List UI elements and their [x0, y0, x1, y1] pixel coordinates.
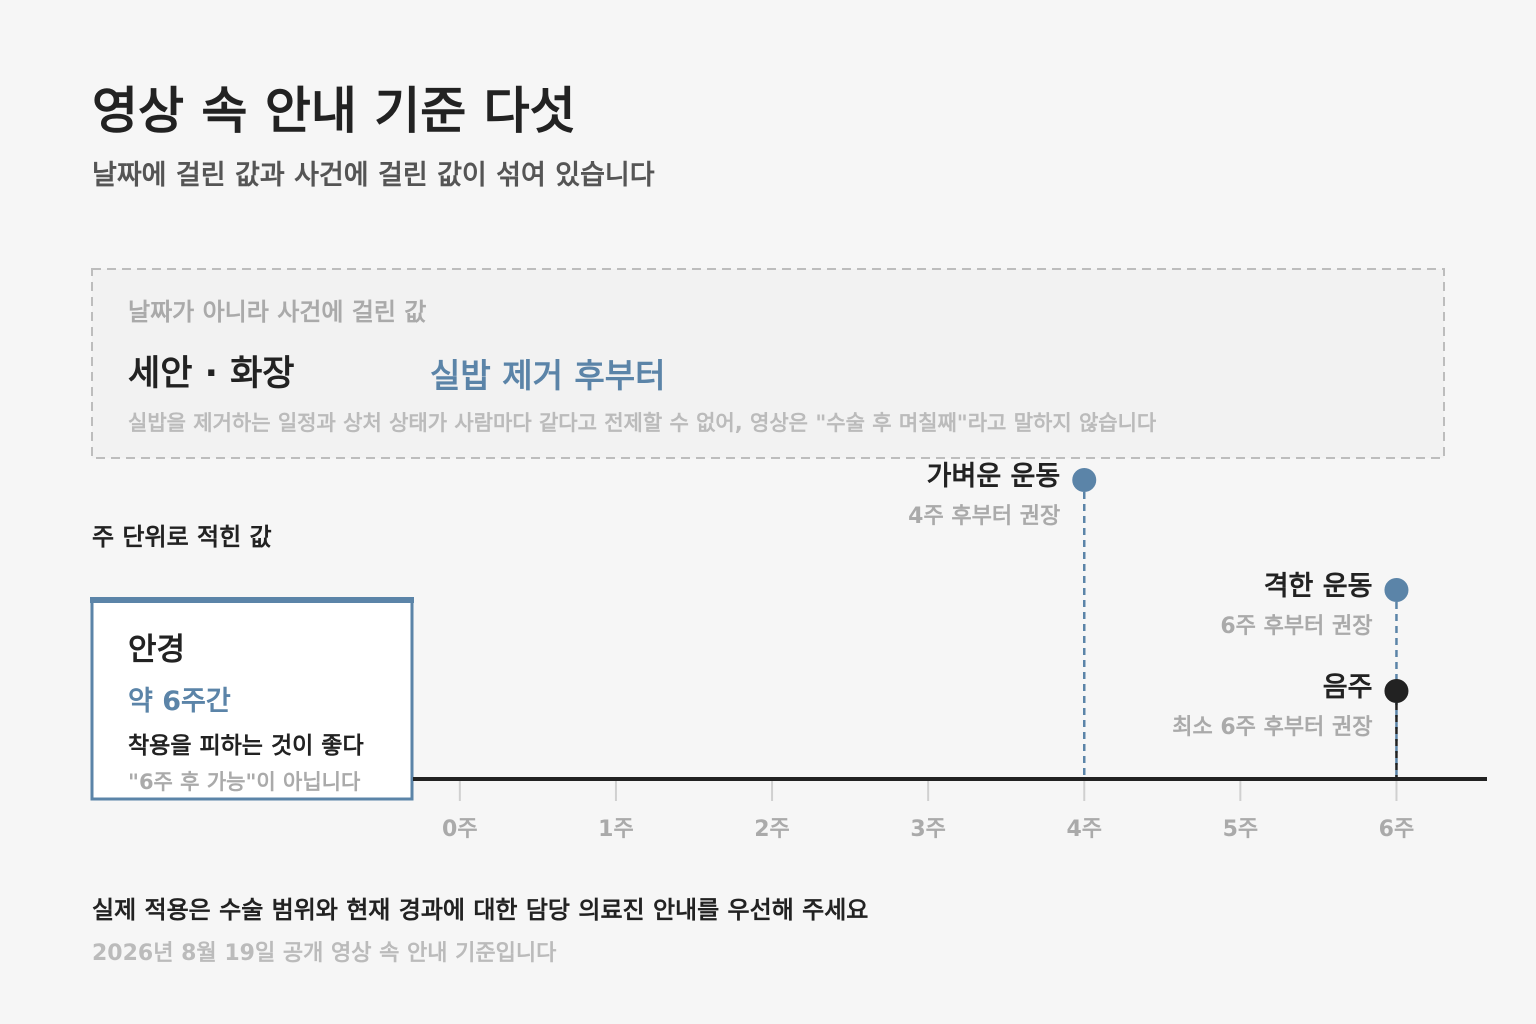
event-note: 최소 6주 후부터 권장: [1172, 715, 1372, 740]
x-tick-label: 5주: [1223, 817, 1259, 842]
x-tick-label: 1주: [598, 817, 634, 842]
event-box-item: 세안 · 화장: [128, 354, 294, 394]
card-item: 안경: [128, 632, 185, 668]
card: [90, 598, 414, 801]
event-box-value: 실밥 제거 후부터: [430, 356, 666, 395]
x-tick-label: 3주: [910, 817, 946, 842]
card-value: 약 6주간: [128, 686, 231, 717]
event-name: 가벼운 운동: [927, 461, 1061, 492]
x-tick-label: 0주: [442, 817, 478, 842]
event-dot: [1384, 578, 1409, 602]
event-box-note: 실밥을 제거하는 일정과 상처 상태가 사람마다 같다고 전제할 수 없어, 영…: [128, 411, 1157, 435]
subtitle: 날짜에 걸린 값과 사건에 걸린 값이 섞여 있습니다: [92, 160, 655, 191]
x-tick-label: 2주: [754, 817, 790, 842]
event-note: 4주 후부터 권장: [908, 504, 1060, 529]
x-tick-label: 4주: [1066, 817, 1102, 842]
footer: 실제 적용은 수술 범위와 현재 경과에 대한 담당 의료진 안내를 우선해 주…: [92, 896, 868, 924]
event-note: 6주 후부터 권장: [1220, 614, 1372, 639]
card-note: "6주 후 가능"이 아닙니다: [128, 770, 361, 794]
title: 영상 속 안내 기준 다섯: [92, 82, 576, 140]
x-tick-label: 6주: [1379, 817, 1415, 842]
card-text: 착용을 피하는 것이 좋다: [128, 733, 364, 759]
event-box: [91, 268, 1445, 459]
event-dot: [1384, 679, 1409, 703]
source: 2026년 8월 19일 공개 영상 속 안내 기준입니다: [92, 941, 557, 966]
event-box-label: 날짜가 아니라 사건에 걸린 값: [128, 298, 426, 326]
event-name: 음주: [1323, 672, 1373, 703]
section-label: 주 단위로 적힌 값: [92, 523, 272, 551]
event-name: 격한 운동: [1264, 571, 1373, 602]
event-dot: [1072, 468, 1097, 492]
card-top: [90, 597, 414, 603]
